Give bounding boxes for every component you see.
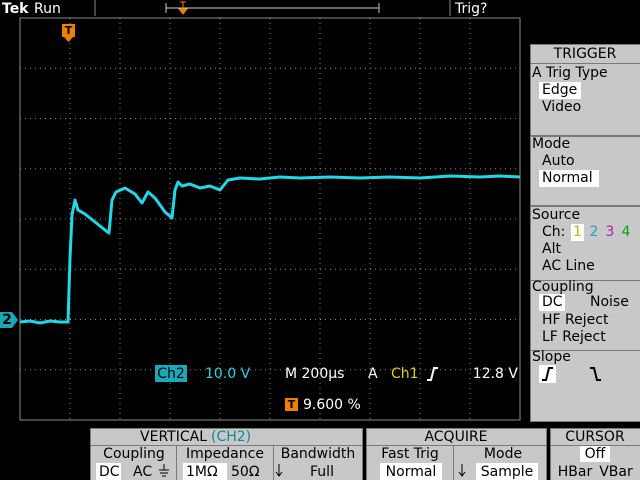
selected-option-box bbox=[571, 224, 584, 241]
ground-icon bbox=[159, 464, 169, 477]
menu-option: HF Reject bbox=[542, 312, 609, 328]
channel-readout: Ch2 bbox=[157, 366, 185, 382]
channel-option: 3 bbox=[606, 224, 615, 240]
menu-label: Bandwidth bbox=[281, 446, 356, 462]
menu-option: 1MΩ bbox=[186, 464, 218, 480]
trigger-position-icon: T bbox=[288, 398, 296, 411]
trigger-marker: T bbox=[65, 24, 73, 37]
channel-option: 1 bbox=[573, 224, 582, 240]
menu-option: DC bbox=[99, 464, 120, 480]
menu-section[interactable] bbox=[531, 207, 640, 280]
falling-slope-icon bbox=[590, 367, 601, 381]
menu-option: DC bbox=[542, 294, 563, 310]
menu-section[interactable] bbox=[531, 351, 640, 421]
down-arrow-icon bbox=[275, 464, 283, 477]
menu-value: Full bbox=[310, 464, 334, 480]
channel-option: 2 bbox=[590, 224, 599, 240]
menu-label: A Trig Type bbox=[532, 65, 608, 81]
rising-slope-icon bbox=[542, 367, 553, 381]
menu-label: Mode bbox=[532, 136, 570, 152]
menu-label: Impedance bbox=[186, 446, 264, 462]
selected-option-box bbox=[539, 294, 565, 311]
trigger-position-marker bbox=[177, 1, 189, 15]
vertical-menu-channel: (CH2) bbox=[211, 429, 251, 445]
channel-marker: 2 bbox=[2, 312, 12, 328]
vertical-menu-header bbox=[91, 429, 362, 445]
channel-option: 4 bbox=[622, 224, 631, 240]
trigger-marker-arrow bbox=[64, 37, 73, 42]
vertical-menu-title: VERTICAL bbox=[140, 429, 207, 445]
trigger-source: Ch1 bbox=[391, 366, 419, 382]
menu-option: Auto bbox=[542, 153, 575, 169]
menu-option: HBar bbox=[558, 464, 593, 480]
vertical-scale: 10.0 V bbox=[205, 366, 251, 382]
cursor-menu-header bbox=[551, 429, 640, 445]
waveform bbox=[19, 174, 521, 325]
menu-option: Alt bbox=[542, 241, 561, 257]
graticule bbox=[20, 18, 520, 420]
graticule-border bbox=[19, 17, 521, 421]
menu-label: Source bbox=[532, 207, 580, 223]
selected-option-box bbox=[380, 463, 442, 480]
menu-label: Mode bbox=[484, 446, 522, 462]
menu-section[interactable] bbox=[531, 281, 640, 350]
brand: Tek bbox=[2, 1, 29, 17]
menu-option: Noise bbox=[590, 294, 629, 310]
selected-option-box bbox=[539, 82, 581, 99]
menu-option: Off bbox=[585, 446, 606, 462]
menu-value: Sample bbox=[481, 464, 534, 480]
trigger-menu-header bbox=[531, 45, 640, 63]
trigger-mode: A bbox=[368, 366, 378, 382]
menu-section[interactable] bbox=[274, 446, 362, 480]
selected-option-box bbox=[580, 446, 610, 462]
timebase: M 200µs bbox=[285, 366, 344, 382]
menu-option: Normal bbox=[542, 170, 593, 186]
menu-option: AC Line bbox=[542, 258, 595, 274]
channel-readout-box bbox=[155, 365, 187, 382]
run-state: Run bbox=[34, 1, 61, 17]
trigger-status: Trig? bbox=[454, 1, 487, 17]
acquire-menu-header bbox=[367, 429, 546, 445]
slope-icon bbox=[427, 367, 438, 381]
selected-option-box bbox=[476, 463, 538, 480]
cursor-menu-title: CURSOR bbox=[565, 429, 625, 445]
down-arrow-icon bbox=[458, 464, 466, 477]
trigger-marker-box bbox=[62, 24, 75, 37]
menu-label: Coupling bbox=[532, 279, 594, 295]
trigger-position: 9.600 % bbox=[303, 397, 361, 413]
menu-value: Normal bbox=[386, 464, 437, 480]
menu-label: Slope bbox=[532, 349, 571, 365]
menu-label: Coupling bbox=[103, 446, 165, 462]
selected-option-box bbox=[539, 170, 599, 187]
trigger-menu-title: TRIGGER bbox=[553, 46, 617, 62]
menu-option: LF Reject bbox=[542, 329, 606, 345]
menu-option: Edge bbox=[542, 82, 577, 98]
trigger-position-box bbox=[285, 398, 298, 411]
menu-label: Ch: bbox=[542, 224, 565, 240]
menu-option: Video bbox=[542, 99, 581, 115]
menu-option: VBar bbox=[599, 464, 633, 480]
acquire-menu-title: ACQUIRE bbox=[424, 429, 487, 445]
selected-option-box bbox=[183, 463, 227, 480]
record-bar bbox=[165, 3, 380, 13]
selected-option-box bbox=[96, 463, 121, 480]
channel-marker-box bbox=[0, 312, 18, 328]
trigger-level: 12.8 V bbox=[473, 366, 519, 382]
menu-option: 50Ω bbox=[231, 464, 260, 480]
menu-label: Fast Trig bbox=[381, 446, 439, 462]
menu-section[interactable] bbox=[531, 64, 640, 135]
menu-option: AC bbox=[133, 464, 152, 480]
